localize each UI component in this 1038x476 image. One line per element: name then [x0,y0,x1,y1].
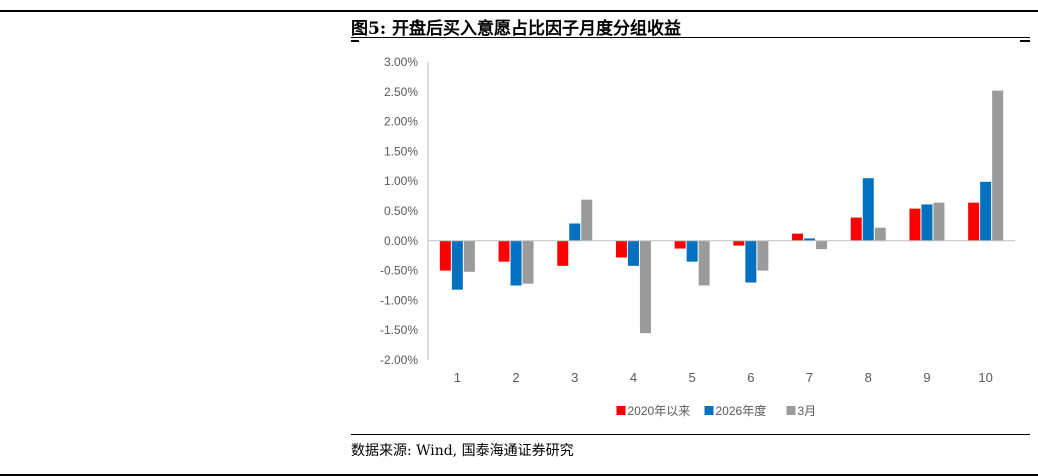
x-tick-label: 9 [923,370,930,385]
x-tick-label: 5 [689,370,696,385]
bar-3-1 [463,240,475,272]
y-tick-label: -1.00% [380,293,418,307]
bar-3-7 [816,240,828,250]
y-tick-label: 3.00% [384,55,418,69]
bar-2-2 [510,240,522,286]
title-rule-mark-right [1020,40,1030,42]
y-tick-label: 1.00% [384,174,418,188]
bar-2-7 [804,238,816,241]
bar-1-6 [733,240,745,246]
y-tick-label: 0.50% [384,204,418,218]
bar-2-5 [686,240,698,262]
bar-2-3 [569,223,581,241]
title-rule-mark-left [351,40,359,42]
y-tick-label: 1.50% [384,144,418,158]
x-tick-label: 6 [747,370,754,385]
bar-2-6 [745,240,757,283]
y-tick-label: 2.00% [384,115,418,129]
bar-3-4 [639,240,651,334]
bar-2-1 [451,240,463,290]
bar-2-8 [862,178,874,241]
bar-3-5 [698,240,710,286]
bar-2-4 [627,240,639,266]
legend-swatch-3 [786,406,796,415]
bar-2-10 [980,181,992,241]
y-tick-label: -2.00% [380,353,418,367]
bar-3-3 [581,199,593,241]
bar-chart: -2.00% -1.50% -1.00% -0.50% 0.00% 0.50% 1.00% 1… [380,55,1015,418]
y-tick-label: -0.50% [380,264,418,278]
x-tick-label: 8 [865,370,872,385]
bar-1-10 [968,202,980,241]
legend-swatch-2 [704,406,714,415]
page-top-rule [0,10,1038,12]
bar-1-7 [792,233,804,241]
bar-1-1 [439,240,451,271]
x-tick-label: 1 [454,370,461,385]
x-tick-label: 3 [571,370,578,385]
x-tick-label: 2 [512,370,519,385]
title-rule [351,37,1030,38]
legend-swatch-1 [616,406,626,415]
y-tick-label: -1.50% [380,323,418,337]
bar-3-10 [992,90,1004,241]
bar-3-8 [874,227,886,241]
bar-2-9 [921,204,933,241]
bar-1-3 [557,240,569,266]
bar-1-2 [498,240,510,262]
bar-1-5 [674,240,686,249]
page-bottom-rule [0,474,1038,476]
source-rule [351,434,1030,435]
bar-1-4 [615,240,627,258]
y-tick-label: 0.00% [384,234,418,248]
figure-title: 图5: 开盘后买入意愿占比因子月度分组收益 [351,19,682,39]
legend-label-2: 2026年度 [716,403,767,418]
x-tick-label: 4 [630,370,637,385]
source-note: 数据来源: Wind, 国泰海通证券研究 [351,443,574,459]
x-tick-label: 10 [978,370,992,385]
bar-3-6 [757,240,769,271]
legend-label-1: 2020年以来 [628,404,691,418]
bar-3-9 [933,202,945,241]
bar-3-2 [522,240,534,284]
legend-label-3: 3月 [798,404,817,418]
y-tick-label: 2.50% [384,85,418,99]
x-tick-label: 7 [806,370,813,385]
bar-1-8 [850,217,862,241]
bar-1-9 [909,208,921,241]
